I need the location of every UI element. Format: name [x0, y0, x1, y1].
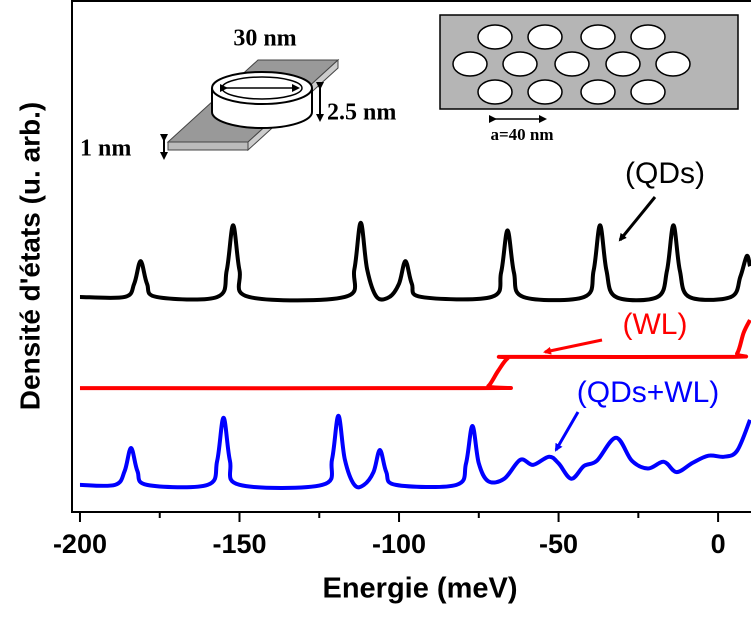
ring-inset: [160, 58, 340, 160]
annotation: 30 nm: [233, 26, 296, 52]
x-tick-label: -150: [212, 529, 266, 559]
annotation: 1 nm: [80, 136, 131, 162]
series-label: (QDs): [625, 157, 705, 190]
annotation: a=40 nm: [490, 125, 553, 144]
label-arrow: [554, 411, 580, 452]
series-label: (QDs+WL): [577, 376, 720, 409]
label-arrow: [543, 338, 603, 355]
annotation: 2.5 nm: [327, 100, 396, 126]
x-axis-label: Energie (meV): [323, 573, 518, 605]
series-line: [79, 319, 751, 391]
x-tick-label: -50: [539, 529, 578, 559]
plot-frame: [71, 0, 751, 513]
label-arrow: [618, 196, 657, 242]
x-tick-label: -100: [372, 529, 426, 559]
x-tick-label: 0: [711, 529, 726, 559]
x-tick-label: -200: [53, 529, 107, 559]
y-axis-label: Densité d'états (u. arb.): [14, 102, 45, 411]
series-label: (WL): [623, 308, 688, 341]
holes-inset: [439, 14, 739, 123]
series-line: [79, 220, 751, 303]
series-line: [79, 413, 751, 490]
